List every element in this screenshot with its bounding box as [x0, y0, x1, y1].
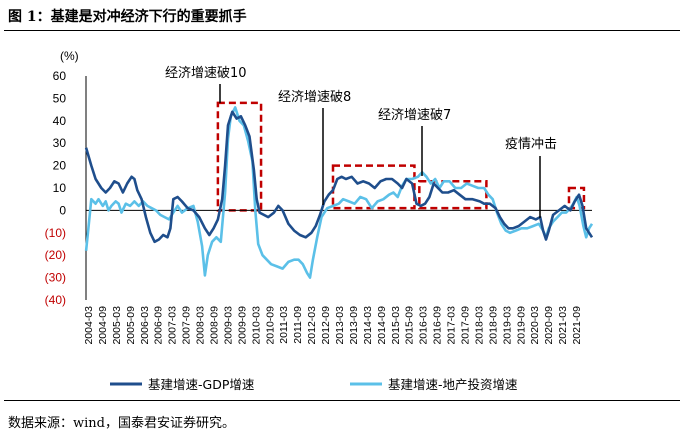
x-tick-label: 2004-03 — [83, 306, 95, 345]
x-tick-label: 2018-03 — [473, 306, 485, 345]
axes — [85, 76, 592, 300]
x-tick-labels: 2004-03 2004-09 2005-03 2005-09 2006-03 2006-… — [83, 306, 583, 345]
x-tick-label: 2020-03 — [529, 306, 541, 345]
annotation-label: 经济增速破8 — [278, 90, 351, 105]
x-tick-label: 2013-03 — [334, 306, 346, 345]
x-tick-label: 2010-03 — [250, 306, 262, 345]
x-tick-label: 2015-09 — [404, 306, 416, 345]
y-tick-label: 40 — [53, 114, 67, 128]
x-tick-label: 2009-09 — [236, 306, 248, 345]
x-tick-label: 2007-09 — [181, 306, 193, 345]
y-tick-label: 10 — [53, 181, 67, 195]
x-tick-label: 2015-03 — [390, 306, 402, 345]
y-tick-label: 20 — [53, 159, 67, 173]
x-tick-label: 2014-09 — [376, 306, 388, 345]
x-tick-label: 2004-09 — [97, 306, 109, 345]
legend-label: 基建增速-地产投资增速 — [388, 377, 518, 392]
x-tick-label: 2021-09 — [571, 306, 583, 345]
x-tick-label: 2014-03 — [362, 306, 374, 345]
highlight-box-3 — [418, 180, 488, 210]
x-tick-label: 2012-09 — [320, 306, 332, 345]
y-unit-label: (%) — [60, 49, 79, 63]
x-tick-label: 2007-03 — [167, 306, 179, 345]
x-tick-label: 2016-09 — [432, 306, 444, 345]
x-tick-label: 2017-09 — [460, 306, 472, 345]
x-tick-label: 2017-03 — [446, 306, 458, 345]
x-tick-label: 2010-09 — [264, 306, 276, 345]
x-tick-label: 2009-03 — [222, 306, 234, 345]
y-tick-label: (30) — [45, 271, 66, 285]
highlight-box-4 — [567, 186, 586, 210]
highlight-box-1 — [216, 101, 263, 212]
x-tick-label: 2018-09 — [487, 306, 499, 345]
x-tick-label: 2006-03 — [139, 306, 151, 345]
x-tick-label: 2016-03 — [418, 306, 430, 345]
series-line-1 — [84, 110, 594, 244]
x-tick-label: 2013-09 — [348, 306, 360, 345]
legend: 基建增速-GDP增速 基建增速-地产投资增速 — [110, 377, 518, 392]
annotation-label: 疫情冲击 — [505, 136, 557, 152]
series-lines — [84, 106, 594, 279]
figure-title: 图 1：基建是对冲经济下行的重要抓手 — [8, 9, 247, 25]
x-tick-label: 2008-09 — [209, 306, 221, 345]
x-tick-label: 2012-03 — [306, 306, 318, 345]
x-tick-label: 2021-03 — [557, 306, 569, 345]
bottom-rule — [4, 400, 680, 401]
top-rule — [4, 30, 680, 31]
annotation-label: 经济增速破7 — [378, 108, 451, 123]
y-tick-labels: 60 50 40 30 20 10 0 (10) (20) (30) (40) — [45, 69, 67, 307]
y-tick-label: (40) — [45, 293, 66, 307]
y-tick-label: 60 — [53, 69, 67, 83]
annotations: 经济增速破10 经济增速破8 经济增速破7 疫情冲击 — [165, 66, 557, 218]
legend-label: 基建增速-GDP增速 — [148, 377, 255, 392]
annotation-label: 经济增速破10 — [165, 66, 247, 81]
y-tick-label: 50 — [53, 91, 67, 105]
y-tick-label: (10) — [45, 226, 66, 240]
x-tick-label: 2019-09 — [515, 306, 527, 345]
x-tick-label: 2005-03 — [111, 306, 123, 345]
y-tick-label: 30 — [53, 136, 67, 150]
x-tick-label: 2008-03 — [195, 306, 207, 345]
x-tick-label: 2019-03 — [501, 306, 513, 345]
x-tick-label: 2011-03 — [278, 306, 290, 344]
y-tick-label: 0 — [59, 203, 66, 217]
x-tick-label: 2011-09 — [292, 306, 304, 344]
x-tick-label: 2005-09 — [125, 306, 137, 345]
series-line-2 — [84, 106, 594, 279]
x-tick-label: 2006-09 — [153, 306, 165, 345]
x-tick-label: 2020-09 — [543, 306, 555, 345]
y-tick-label: (20) — [45, 248, 66, 262]
source-note: 数据来源：wind，国泰君安证券研究。 — [8, 416, 235, 431]
